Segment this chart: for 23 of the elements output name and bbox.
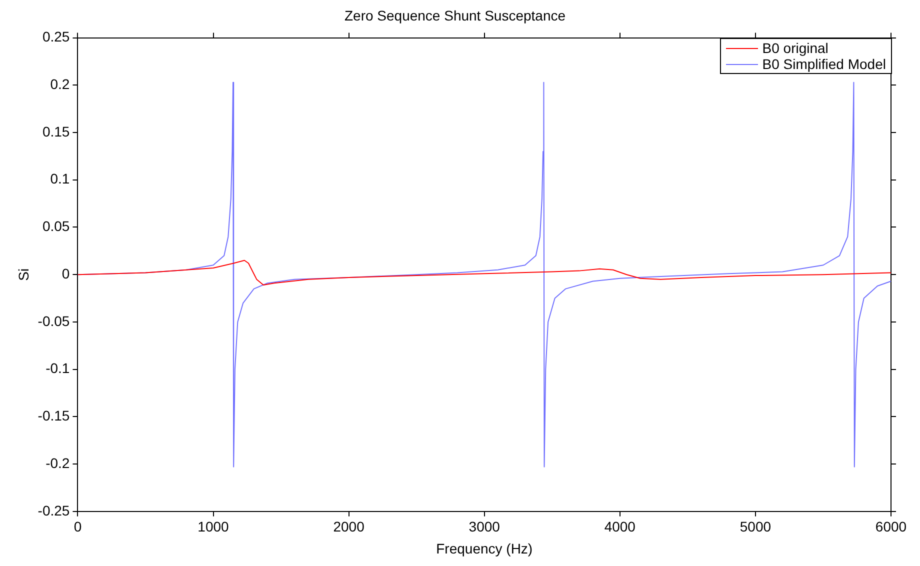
y-axis-title: Si <box>15 268 32 281</box>
x-tick-label: 6000 <box>875 518 907 535</box>
y-tick-label: 0.25 <box>42 28 70 45</box>
y-tick-label: -0.05 <box>38 312 70 329</box>
y-tick-label: -0.1 <box>46 360 70 376</box>
x-tick-label: 2000 <box>333 518 365 535</box>
x-tick-label: 1000 <box>198 518 230 535</box>
x-tick-label: 3000 <box>468 518 500 535</box>
y-tick-label: 0 <box>62 265 70 282</box>
y-tick-label: -0.15 <box>38 408 70 424</box>
y-tick-label: 0.15 <box>42 123 70 140</box>
y-tick-label: 0.1 <box>50 170 70 187</box>
chart-title: Zero Sequence Shunt Susceptance <box>344 7 566 24</box>
legend-label: B0 original <box>762 40 828 56</box>
x-tick-label: 0 <box>74 518 82 535</box>
y-tick-label: -0.25 <box>38 502 70 518</box>
x-tick-label: 5000 <box>740 518 772 535</box>
x-tick-label: 4000 <box>604 518 636 535</box>
y-tick-label: 0.2 <box>50 76 70 92</box>
x-axis-title: Frequency (Hz) <box>436 540 533 556</box>
y-tick-label: 0.05 <box>42 218 70 234</box>
y-tick-label: -0.2 <box>46 454 70 471</box>
legend-label: B0 Simplified Model <box>762 56 886 72</box>
